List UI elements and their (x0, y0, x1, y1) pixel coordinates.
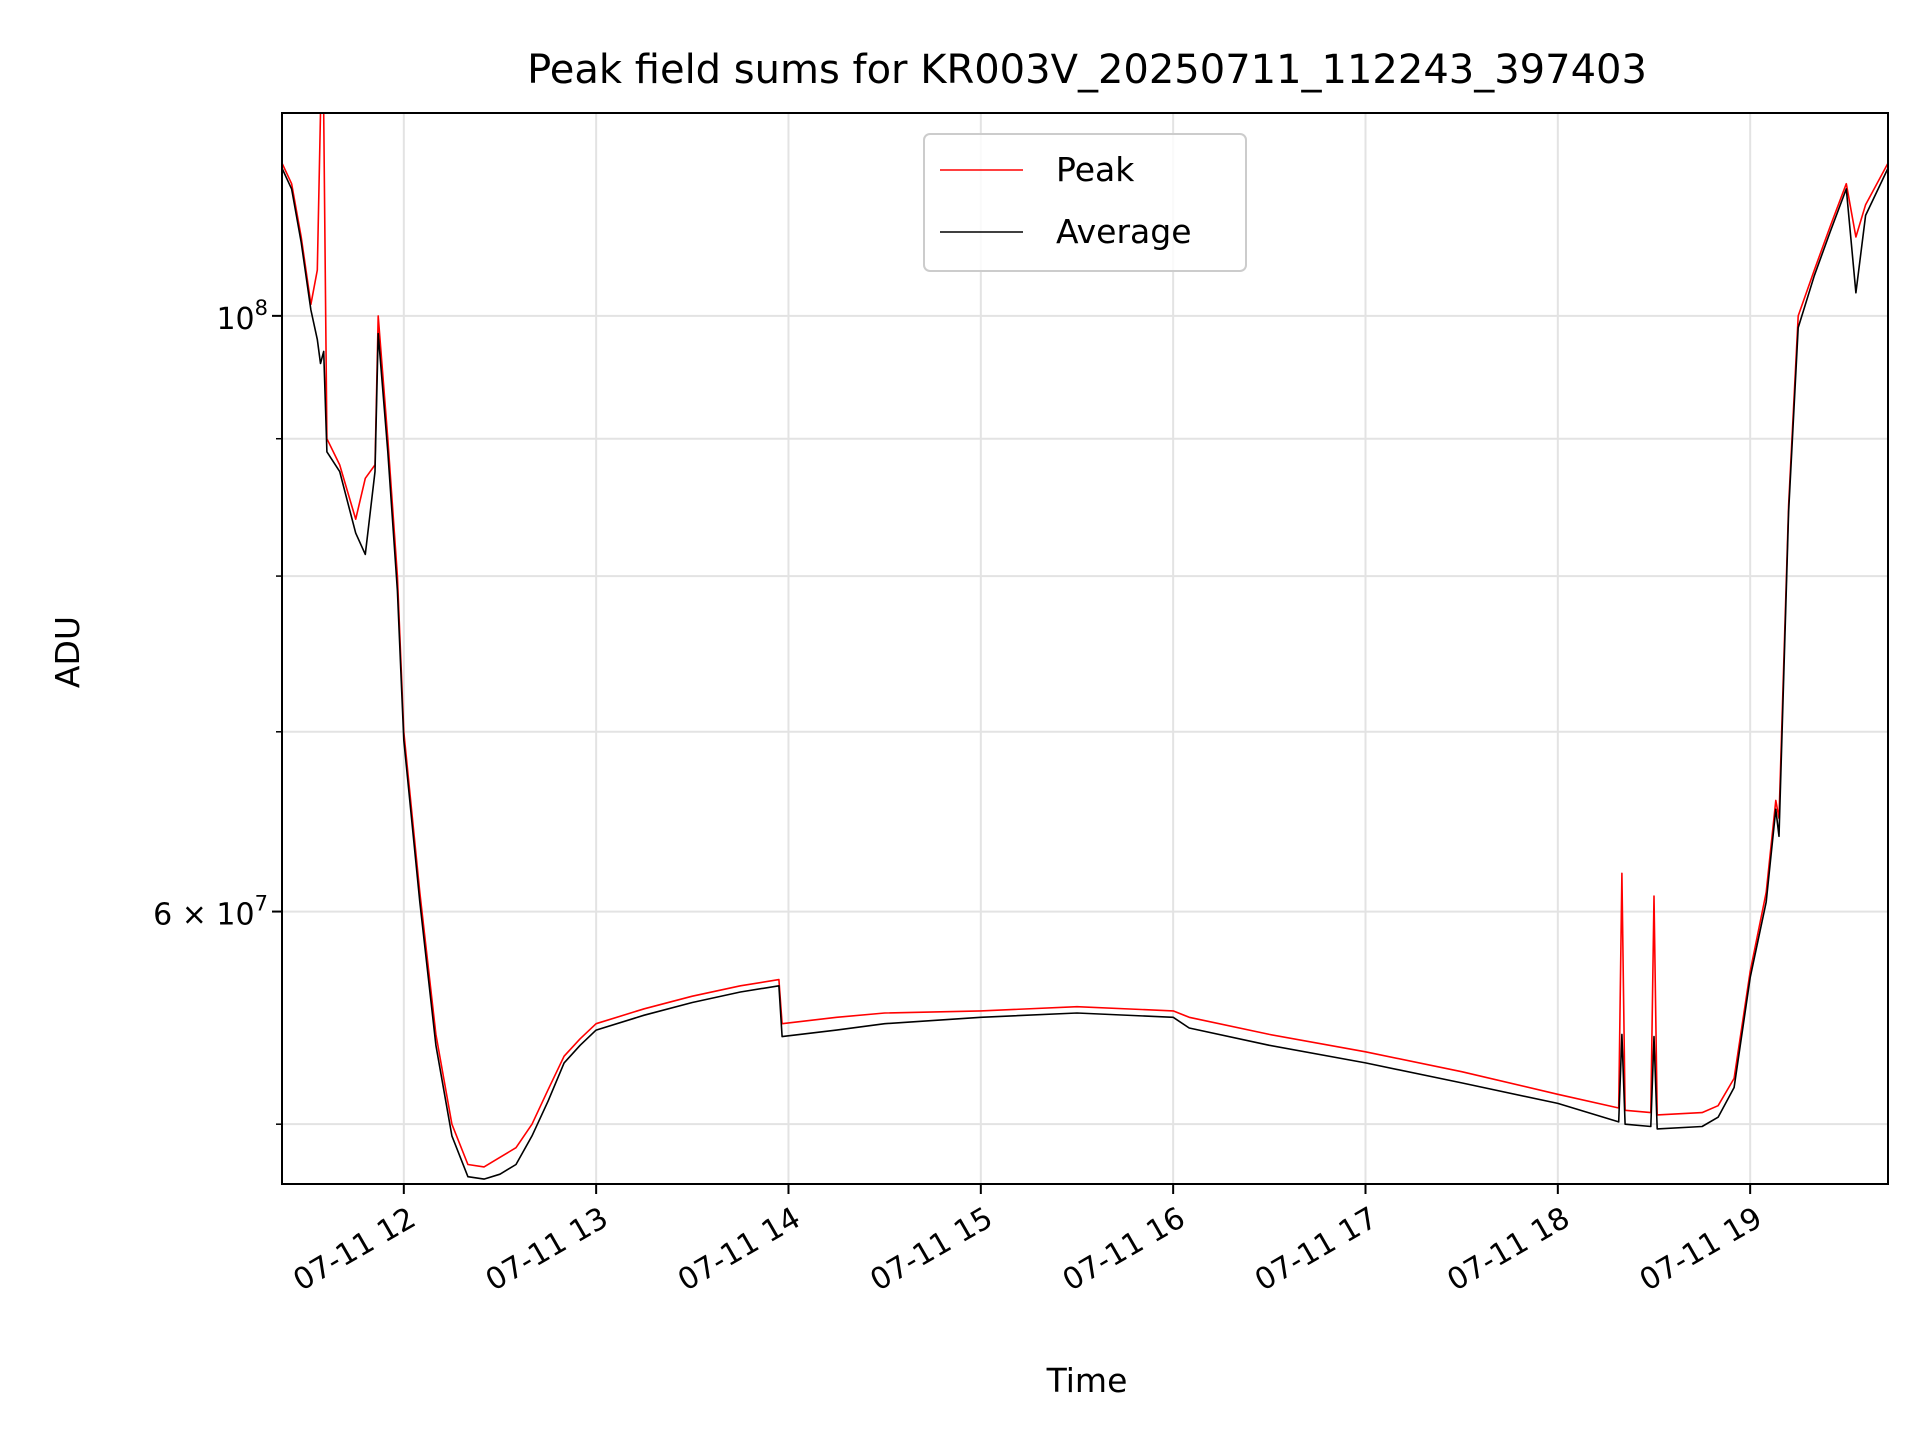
chart-title: Peak field sums for KR003V_20250711_1122… (527, 47, 1647, 93)
y-tick-label: 108 (216, 296, 268, 337)
legend-box (923, 133, 1247, 272)
grid (282, 113, 1888, 1184)
y-axis-title: ADU (48, 616, 87, 688)
series-layer (282, 113, 1888, 1180)
legend: Peak Average (923, 133, 1247, 272)
legend-label-average: Average (1056, 212, 1192, 251)
x-axis-title: Time (1046, 1361, 1128, 1400)
plot-frame (281, 112, 1889, 1185)
legend-label-peak: Peak (1056, 150, 1135, 189)
series-line-average (282, 167, 1888, 1180)
y-tick-label: 6 × 107 (153, 892, 268, 933)
y-axis: 108 6 × 107 (153, 296, 282, 1125)
